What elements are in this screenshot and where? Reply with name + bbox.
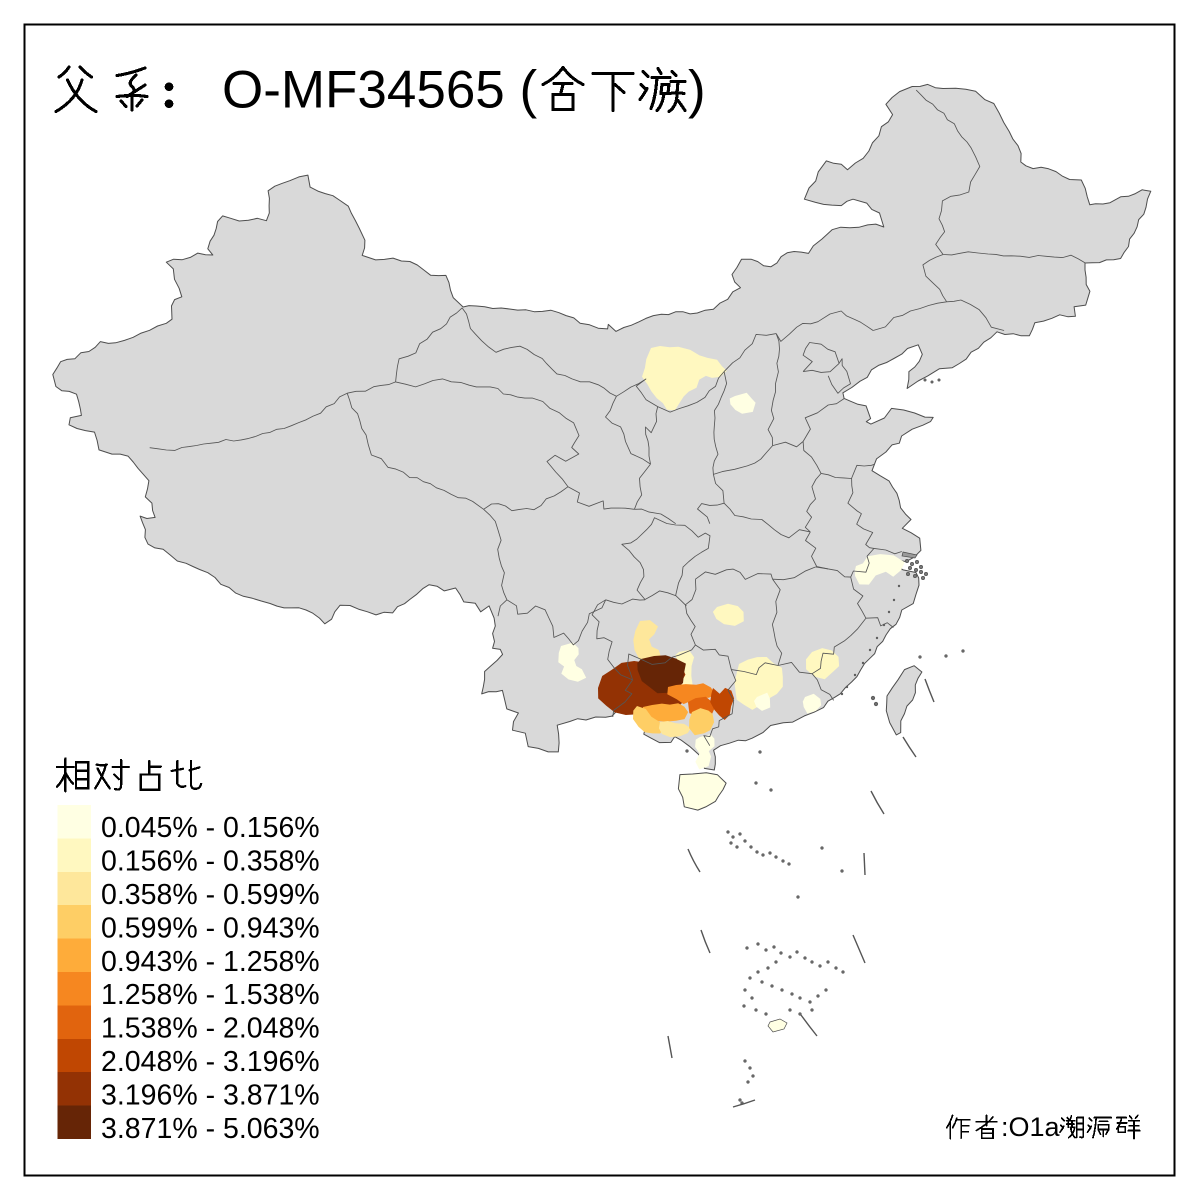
svg-text:3.196% - 3.871%: 3.196% - 3.871% xyxy=(101,1079,320,1111)
svg-text::O1a: :O1a xyxy=(1001,1112,1061,1142)
svg-text:3.871% - 5.063%: 3.871% - 5.063% xyxy=(101,1113,320,1145)
svg-text:0.943% - 1.258%: 0.943% - 1.258% xyxy=(101,946,320,978)
svg-text:2.048% - 3.196%: 2.048% - 3.196% xyxy=(101,1046,320,1078)
svg-text:0.156% - 0.358%: 0.156% - 0.358% xyxy=(101,846,320,878)
svg-text:O-MF34565 (: O-MF34565 ( xyxy=(222,61,538,120)
svg-text:1.538% - 2.048%: 1.538% - 2.048% xyxy=(101,1013,320,1045)
svg-text:1.258% - 1.538%: 1.258% - 1.538% xyxy=(101,979,320,1011)
svg-text:0.358% - 0.599%: 0.358% - 0.599% xyxy=(101,879,320,911)
svg-text:0.599% - 0.943%: 0.599% - 0.943% xyxy=(101,912,320,944)
svg-text:): ) xyxy=(688,61,706,120)
svg-text:0.045% - 0.156%: 0.045% - 0.156% xyxy=(101,812,320,844)
